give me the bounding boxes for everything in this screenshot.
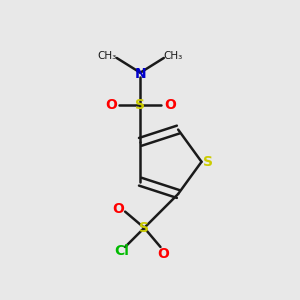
Text: O: O: [112, 202, 124, 216]
Text: S: S: [139, 221, 149, 235]
Text: S: S: [203, 155, 213, 169]
Text: Cl: Cl: [115, 244, 130, 258]
Text: O: O: [164, 98, 176, 112]
Text: O: O: [105, 98, 117, 112]
Text: N: N: [134, 67, 146, 81]
Text: O: O: [158, 247, 169, 261]
Text: CH₃: CH₃: [98, 52, 117, 61]
Text: CH₃: CH₃: [164, 52, 183, 61]
Text: S: S: [135, 98, 145, 112]
